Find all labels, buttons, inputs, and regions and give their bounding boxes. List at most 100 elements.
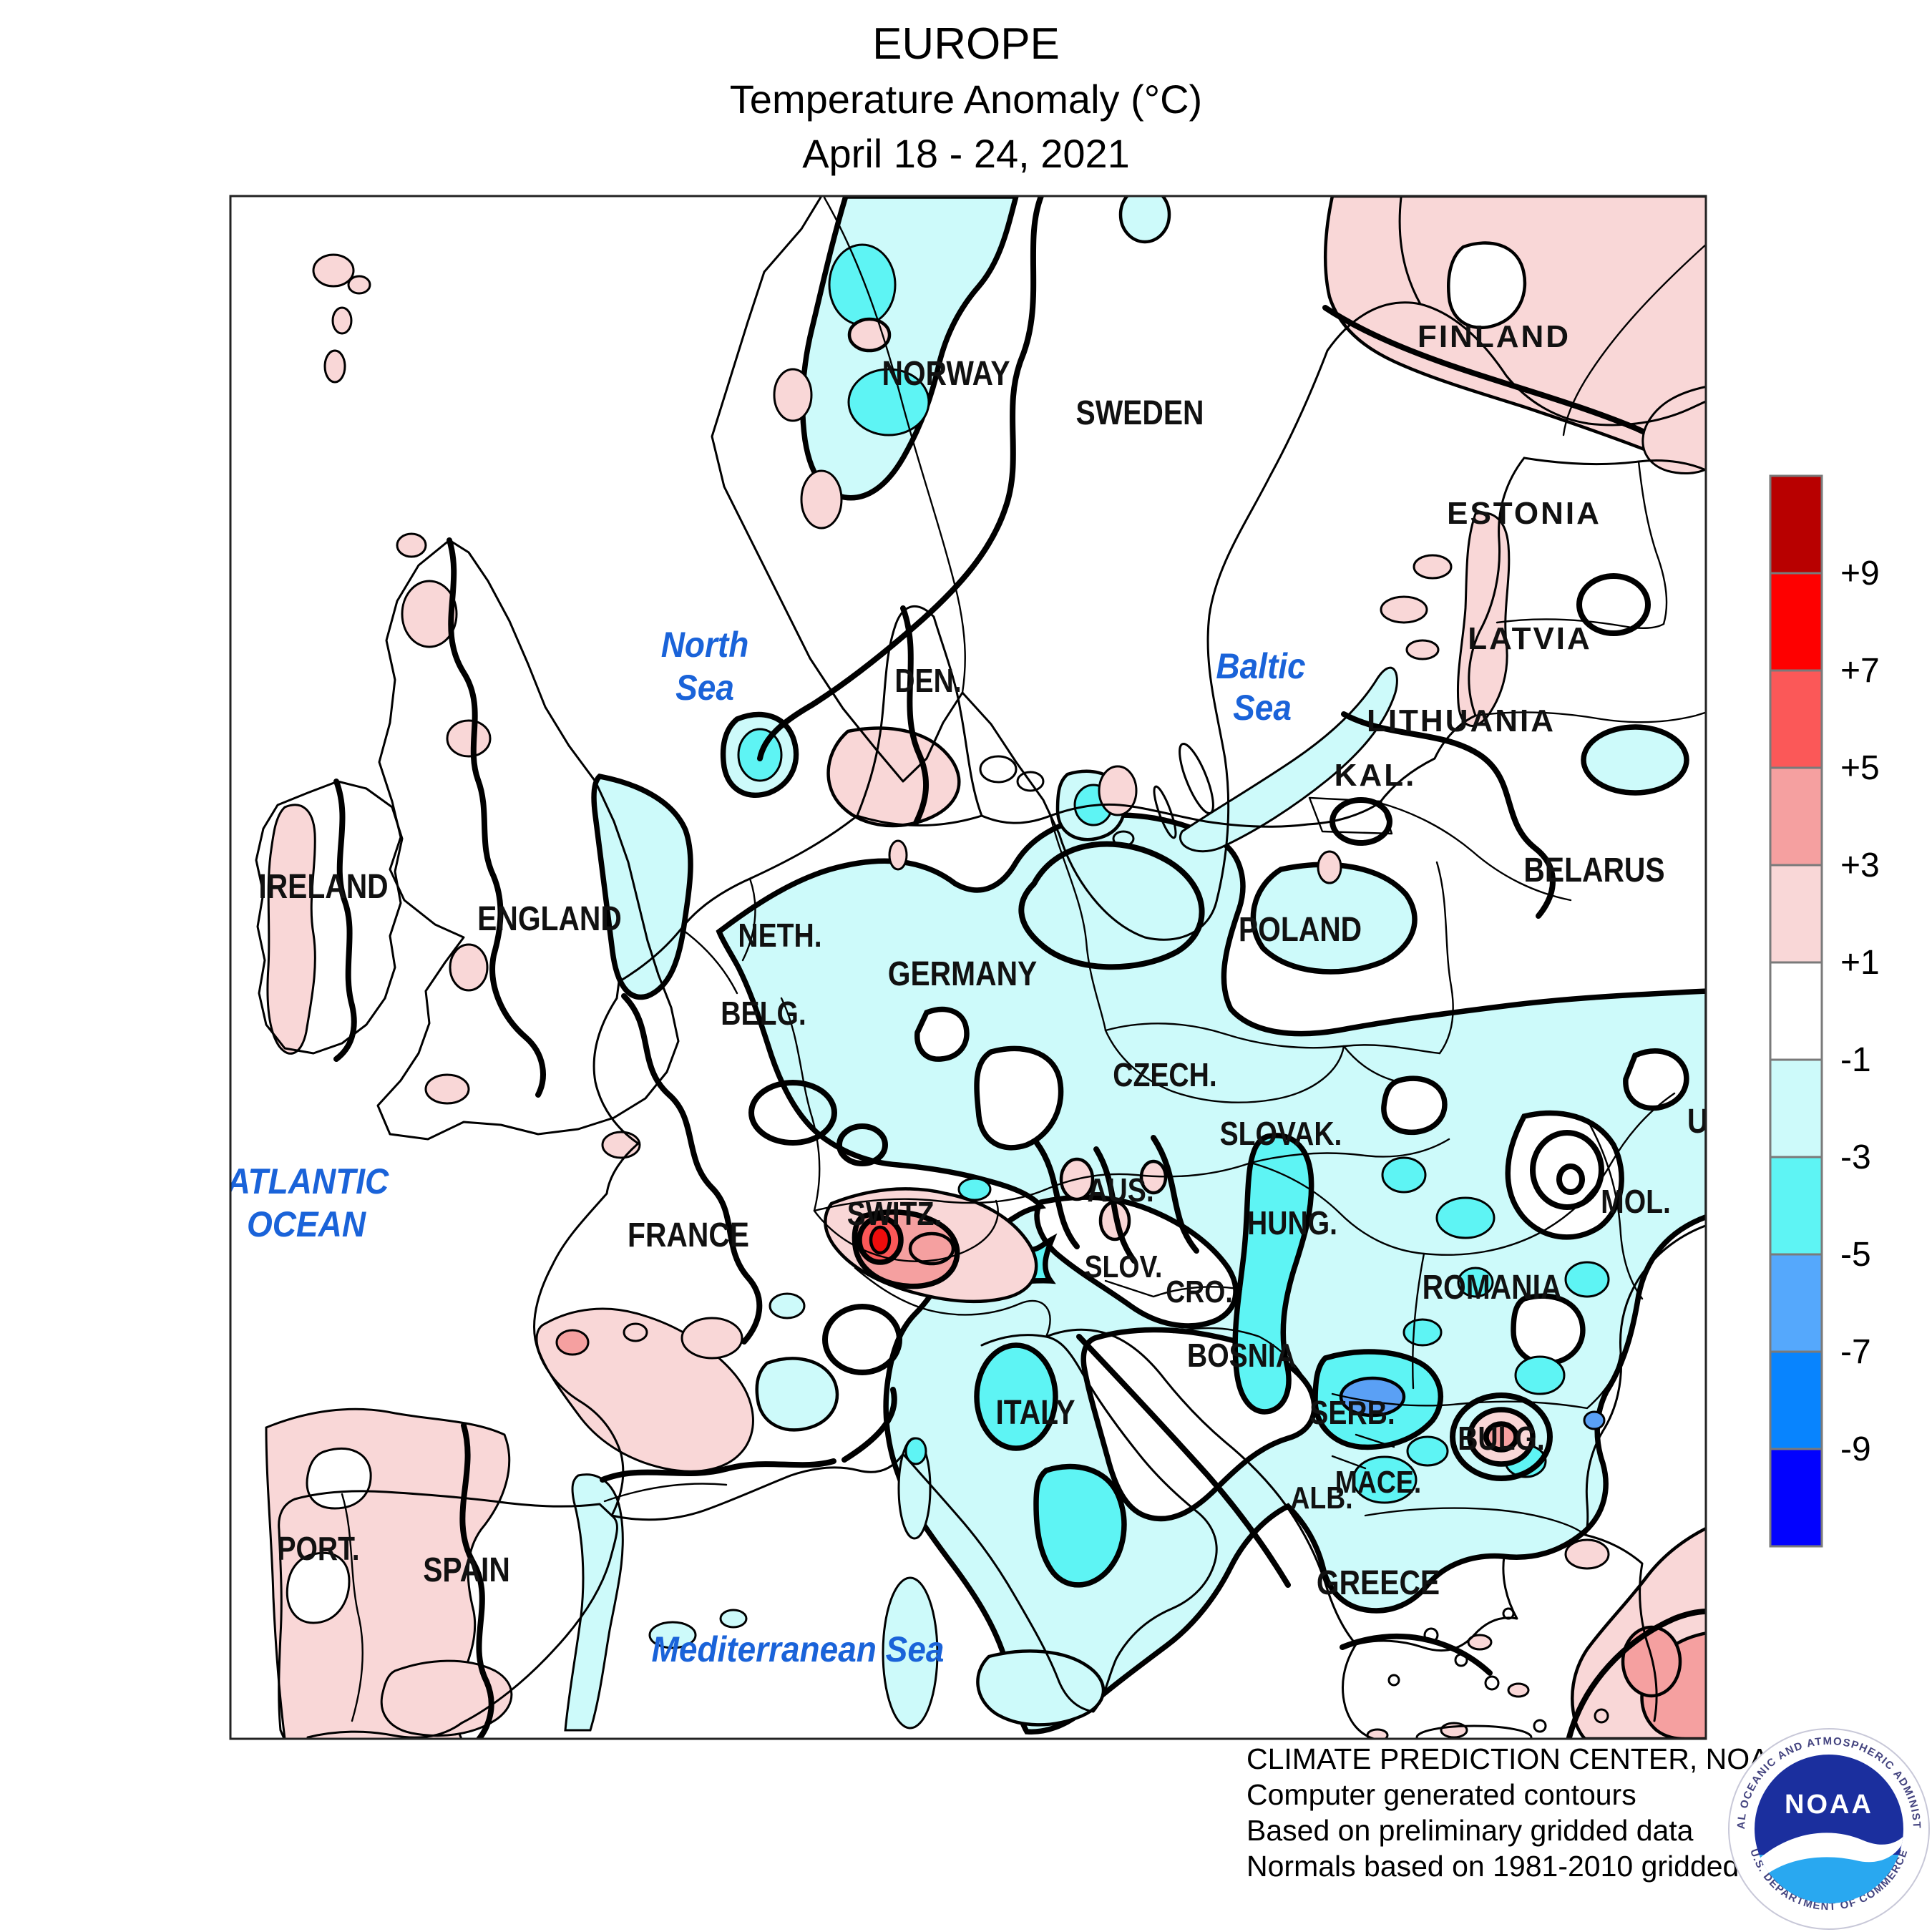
country-label-lithuania: LITHUANIA [1367, 703, 1556, 738]
color-scale-box-0 [1769, 474, 1823, 575]
anomaly-spot-faroe-2 [347, 275, 371, 295]
anomaly-spot-faroe-3 [331, 306, 353, 335]
anomaly-spot-france-inner-warm [680, 1317, 743, 1360]
coast-west-europe [278, 814, 859, 1739]
anomaly-spot-brittany-warmer [555, 1329, 590, 1356]
anomaly-spot-france-1 [769, 1292, 806, 1319]
anomaly-spot-romania-3 [1457, 1267, 1494, 1298]
country-label-spain: SPAIN [423, 1551, 510, 1589]
color-scale-tick-m5: -5 [1840, 1236, 1871, 1274]
color-scale-tick-p1: +1 [1840, 944, 1880, 982]
contour-alps-3 [1151, 1135, 1199, 1254]
border-austria-north [813, 1161, 1252, 1212]
contour-romania-ring-2 [1556, 1163, 1585, 1195]
anomaly-spot-norway-colder-1 [828, 243, 897, 326]
anomaly-spot-cornwall [424, 1073, 470, 1105]
border-poland-east [1435, 861, 1454, 1055]
country-label-germany: GERMANY [888, 955, 1037, 993]
anomaly-spot-romania-2 [1435, 1196, 1496, 1239]
anomaly-region-ne-edge-cold [1581, 724, 1689, 796]
country-label-kal: KAL. [1335, 758, 1417, 793]
contour-baltics [1341, 711, 1556, 919]
anomaly-spot-faroe-1 [312, 253, 355, 288]
anomaly-spot-macedonia [1352, 1455, 1418, 1504]
anomaly-region-snorway-warm [826, 726, 961, 828]
border-albania-macedonia [1331, 1433, 1395, 1470]
anomaly-spot-aegean-2 [1507, 1682, 1530, 1698]
color-scale-tick-m3: -3 [1840, 1138, 1871, 1176]
title-period: April 18 - 24, 2021 [802, 131, 1130, 176]
coast-crete [1415, 1724, 1533, 1739]
contour-france-loop-2 [836, 1123, 888, 1166]
contour-france-loop-1 [748, 1080, 837, 1146]
border-italy-north [854, 1267, 1051, 1338]
country-label-slov: SLOV. [1085, 1249, 1163, 1284]
anomaly-region-sspain-warm [380, 1659, 513, 1737]
country-label-norway: NORWAY [882, 355, 1010, 393]
border-benelux [680, 877, 756, 995]
coast-greece-aegean [1355, 1555, 1518, 1652]
country-label-belarus: BELARUS [1523, 852, 1664, 889]
country-label-neth: NETH. [738, 917, 821, 955]
color-scale-tick-m9: -9 [1840, 1430, 1871, 1468]
border-serbia-romania [1412, 1252, 1425, 1390]
contour-romania-ring-1 [1530, 1130, 1604, 1210]
country-labels: NORWAY SWEDEN FINLAND ESTONIA LATVIA LIT… [258, 319, 1706, 1602]
coast-island-7 [1387, 1674, 1400, 1687]
contour-kal-loop [1330, 797, 1392, 846]
country-label-mace: MACE. [1335, 1464, 1421, 1500]
anomaly-region-sicily-cold [976, 1649, 1106, 1727]
coast-adriatic-east [1045, 1328, 1379, 1739]
sea-label-mediterranean: Mediterranean Sea [652, 1630, 945, 1669]
anomaly-spot-aegean-1 [1467, 1634, 1493, 1651]
coast-black-sea [1584, 1224, 1706, 1722]
country-label-switz: SWITZ. [847, 1196, 942, 1233]
country-label-estonia: ESTONIA [1447, 496, 1601, 531]
anomaly-region-provence-cold [755, 1357, 839, 1432]
noaa-logo-acronym: NOAA [1785, 1790, 1873, 1820]
color-scale-tick-p7: +7 [1840, 652, 1880, 690]
map-frame [229, 195, 1707, 1740]
color-scale: +9 +7 +5 +3 +1 -1 -3 -5 -7 -9 [1769, 474, 1880, 1548]
anomaly-spot-france-inner-2 [623, 1322, 648, 1342]
coast-bornholm [1112, 830, 1135, 847]
border-estonia-russia [1637, 460, 1668, 625]
border-portugal-spain [341, 1493, 364, 1722]
anomaly-spot-romania-1 [1381, 1156, 1427, 1194]
coast-zealand [979, 755, 1018, 784]
anomaly-region-baltic-coast-cold [1179, 666, 1398, 853]
contour-alps-2 [1093, 1146, 1137, 1264]
color-scale-tick-p9: +9 [1840, 555, 1880, 592]
border-poland-south [1104, 1023, 1441, 1055]
sea-label-atlantic-line2: OCEAN [247, 1205, 366, 1244]
coast-island-5 [1502, 1607, 1515, 1620]
border-bosnia [1172, 1327, 1312, 1393]
country-label-mol: MOL. [1601, 1184, 1671, 1221]
anomaly-region-hungary-colder [1232, 1133, 1314, 1415]
anomaly-region-alps-warm-mid2 [908, 1231, 955, 1266]
border-slovakia-hungary [1249, 1138, 1450, 1164]
color-scale-box-6 [1769, 1058, 1823, 1158]
color-scale-box-5 [1769, 961, 1823, 1061]
zero-contours [333, 196, 1706, 1739]
color-scale-box-10 [1769, 1448, 1823, 1548]
anomaly-region-iberia-warm [265, 1407, 511, 1739]
anomaly-spot-norwaycoast-2 [800, 469, 843, 530]
credit-line-1: CLIMATE PREDICTION CENTER, NOAA [1246, 1742, 1789, 1775]
coast-iberia-south [306, 1514, 618, 1739]
coast-italy [902, 1334, 1218, 1713]
anomaly-spot-faroe-4 [323, 349, 346, 384]
color-scale-tick-p3: +3 [1840, 847, 1880, 884]
contour-ssweden-loop [1018, 841, 1205, 970]
anomaly-spot-scotland-2 [446, 719, 492, 758]
anomaly-region-bulgaria-warm-core [1483, 1421, 1519, 1453]
country-label-romania: ROMANIA [1423, 1269, 1562, 1307]
border-czech [1104, 1029, 1345, 1103]
country-label-greece: GREECE [1317, 1564, 1440, 1602]
anomaly-spot-scotland-3 [396, 532, 427, 558]
anomaly-region-ireland-warm [266, 804, 316, 1055]
anomaly-spot-bulgaria-coldest [1583, 1410, 1606, 1430]
sea-labels: North Sea Baltic Sea ATLANTIC OCEAN Medi… [230, 625, 1306, 1669]
sea-label-north-sea-line2: Sea [675, 668, 734, 708]
